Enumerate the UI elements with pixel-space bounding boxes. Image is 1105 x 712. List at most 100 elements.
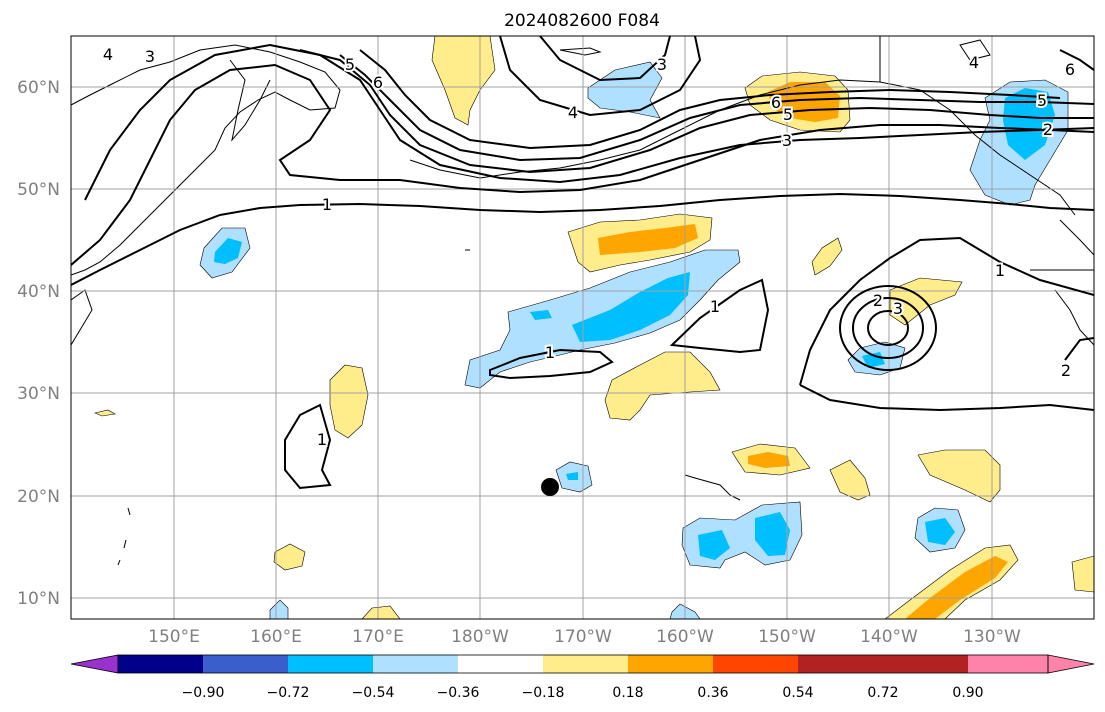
colorbar-bin <box>118 655 203 673</box>
contour-ring <box>867 310 909 346</box>
map-title: 2024082600 F084 <box>504 11 660 31</box>
contour-2-east <box>1064 337 1094 361</box>
anomaly-core <box>214 238 242 264</box>
lat-label: 40°N <box>17 282 60 302</box>
lon-label: 130°W <box>963 627 1021 647</box>
contour-label: 3 <box>657 55 667 74</box>
lon-label: 160°W <box>656 627 714 647</box>
anomaly-core <box>530 310 552 320</box>
colorbar-tick: 0.54 <box>782 685 813 701</box>
anomaly-area <box>1071 555 1094 593</box>
colorbar-tick: −0.54 <box>352 685 395 701</box>
contour-label: 1 <box>322 195 332 214</box>
contour-label: 5 <box>345 55 355 74</box>
colorbar-bin <box>458 655 543 673</box>
colorbar-tick: −0.18 <box>522 685 565 701</box>
lon-label: 140°W <box>860 627 918 647</box>
colorbar-tick: −0.36 <box>437 685 480 701</box>
contour-label: 1 <box>545 343 555 362</box>
anomaly-area <box>269 599 289 619</box>
colorbar-bin <box>968 655 1048 673</box>
contour-label: 4 <box>103 45 113 64</box>
map-panel: 1 1 1 1 1 2 2 2 3 3 3 3 4 4 4 5 5 5 6 6 <box>70 35 1095 620</box>
contour-label: 6 <box>1065 60 1075 79</box>
colorbar-bin <box>883 655 968 673</box>
coastlines <box>71 36 1094 566</box>
contour-label: 3 <box>782 131 792 150</box>
colorbar-bin <box>203 655 288 673</box>
contour-label: 2 <box>1061 361 1071 380</box>
hawaii-islands <box>684 474 741 501</box>
contour-label: 6 <box>373 73 383 92</box>
anomaly-area <box>811 237 843 276</box>
anomaly-area <box>273 543 306 571</box>
lon-label: 150°E <box>148 627 200 647</box>
colorbar-tick: 0.90 <box>952 685 983 701</box>
anomaly-core <box>748 452 790 468</box>
lat-label: 60°N <box>17 78 60 98</box>
japan-coast <box>71 289 93 346</box>
colorbar-ticks: −0.90 −0.72 −0.54 −0.36 −0.18 0.18 0.36 … <box>182 685 984 701</box>
anomaly-area <box>431 36 496 126</box>
anomaly-core <box>572 272 690 342</box>
anomaly-area <box>917 449 1001 503</box>
contour-1-east <box>799 384 1094 412</box>
island <box>559 47 602 56</box>
colorbar-tick: 0.18 <box>612 685 643 701</box>
contour-6 <box>359 49 1061 150</box>
contour-closed-1 <box>284 403 332 490</box>
anomaly-area <box>329 364 369 439</box>
contour-4 <box>299 49 1094 174</box>
anomaly-core <box>698 530 730 560</box>
colorbar-extend-min <box>70 654 119 674</box>
contour-label: 2 <box>873 291 883 310</box>
anomaly-area <box>94 409 116 417</box>
contour-label: 3 <box>145 47 155 66</box>
lat-label: 20°N <box>17 487 60 507</box>
lat-label: 30°N <box>17 384 60 404</box>
colorbar-bin <box>373 655 458 673</box>
contour-label: 3 <box>893 299 903 318</box>
colorbar-bin <box>628 655 713 673</box>
contour-label: 2 <box>1043 120 1053 139</box>
anomaly-core <box>755 512 790 556</box>
contour-label: 5 <box>1037 91 1047 110</box>
contour-6-east <box>1059 49 1094 71</box>
lon-label: 150°W <box>758 627 816 647</box>
anomaly-core <box>1003 88 1055 160</box>
contour-label: 5 <box>783 105 793 124</box>
colorbar-frame <box>117 654 1049 674</box>
islands <box>117 507 131 566</box>
colorbar: −0.90 −0.72 −0.54 −0.36 −0.18 0.18 0.36 … <box>70 654 1095 701</box>
anomaly-core <box>862 352 885 368</box>
asia-coast <box>71 44 341 276</box>
na-coast <box>1059 219 1094 256</box>
contour-lines <box>71 36 1094 490</box>
contour-1 <box>71 192 1094 286</box>
lon-label: 160°E <box>250 627 302 647</box>
contour-1-east <box>799 236 1094 386</box>
colorbar-extend-max <box>1047 654 1095 674</box>
contour-label: 4 <box>568 103 578 122</box>
anomaly-core <box>905 556 1008 619</box>
colorbar-bin <box>713 655 798 673</box>
contour-3 <box>84 43 1094 201</box>
contour-low <box>499 36 702 117</box>
gridlines <box>71 36 1094 619</box>
anomaly-core <box>566 472 578 480</box>
contour-label: 1 <box>317 430 327 449</box>
lon-axis: 150°E 160°E 170°E 180°W 170°W 160°W 150°… <box>148 627 1021 647</box>
negative-anomaly-strong <box>214 88 1055 560</box>
lat-label: 10°N <box>17 589 60 609</box>
contour-label: 6 <box>771 93 781 112</box>
colorbar-tick: 0.36 <box>697 685 728 701</box>
location-marker <box>541 478 559 496</box>
anomaly-core <box>925 518 955 545</box>
na-coast <box>1054 289 1094 346</box>
lat-axis: 10°N 20°N 30°N 40°N 50°N 60°N <box>17 78 60 609</box>
contour-low-inner <box>539 36 671 82</box>
lon-label: 180°W <box>451 627 509 647</box>
map-frame <box>70 35 1095 620</box>
contour-5 <box>339 54 1094 162</box>
contour-labels: 1 1 1 1 1 2 2 2 3 3 3 3 4 4 4 5 5 5 6 6 <box>101 43 1077 451</box>
